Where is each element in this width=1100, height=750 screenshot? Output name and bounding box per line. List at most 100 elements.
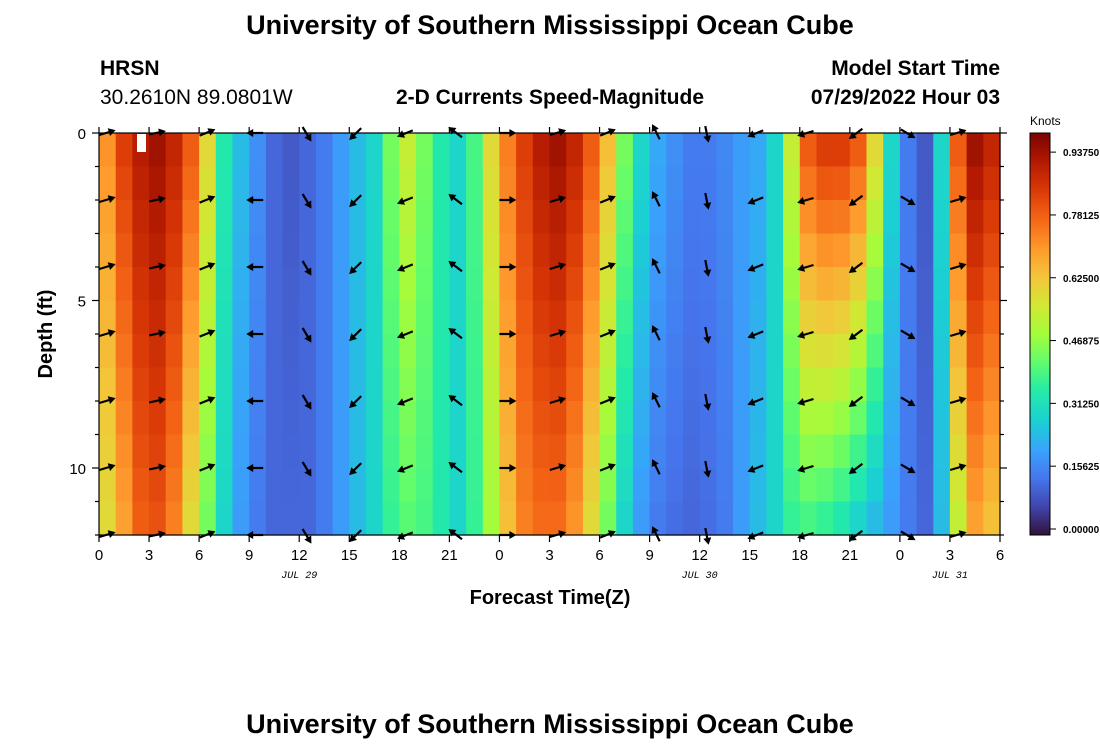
current-arrow <box>900 195 916 206</box>
heatmap-cell <box>149 468 167 503</box>
heatmap-cell <box>466 334 484 369</box>
heatmap-cell <box>215 133 234 168</box>
heatmap-cell <box>983 233 1001 268</box>
heatmap-cell <box>933 300 951 335</box>
marker-white-rect <box>137 134 146 152</box>
heatmap-cell <box>683 200 701 235</box>
heatmap-cell <box>599 133 617 168</box>
current-arrow <box>599 262 616 271</box>
arrow-head <box>848 466 857 474</box>
heatmap-cell <box>532 200 551 235</box>
arrow-head <box>797 331 806 339</box>
heatmap-cell <box>683 367 701 402</box>
heatmap-cell <box>933 267 951 302</box>
heatmap-cell <box>783 166 801 201</box>
heatmap-cell <box>749 468 767 503</box>
heatmap-cell <box>683 468 701 503</box>
heatmap-cell <box>265 166 284 201</box>
heatmap-cell <box>683 401 701 436</box>
heatmap-cell <box>115 133 133 168</box>
heatmap-cell <box>532 267 551 302</box>
heatmap-cell <box>482 367 501 402</box>
arrow-head <box>907 265 916 273</box>
heatmap-cell <box>649 233 667 268</box>
heatmap-cell <box>616 133 634 168</box>
arrow-head <box>607 530 616 538</box>
heatmap-cell <box>733 367 751 402</box>
heatmap-cell <box>566 233 584 268</box>
arrow-head <box>607 195 616 203</box>
heatmap-cell <box>132 401 150 436</box>
arrow-head <box>848 198 857 206</box>
arrow-head <box>958 396 967 404</box>
heatmap-cell <box>199 501 217 536</box>
heatmap-cell <box>683 233 701 268</box>
heatmap-cell <box>733 200 751 235</box>
arrow-head <box>558 463 567 471</box>
heatmap-cell <box>866 501 884 536</box>
arrow-head <box>703 202 712 210</box>
heatmap-cell <box>666 300 684 335</box>
heatmap-cell <box>733 334 751 369</box>
heatmap-cell <box>299 267 317 302</box>
heatmap-cell <box>282 133 300 168</box>
heatmap-cell <box>933 367 951 402</box>
heatmap-cell <box>599 434 617 469</box>
heatmap-cell <box>649 267 667 302</box>
heatmap-cell <box>499 367 517 402</box>
arrow-head <box>207 195 216 203</box>
heatmap-cell <box>149 334 167 369</box>
heatmap-cell <box>182 334 200 369</box>
heatmap-cell <box>432 501 450 536</box>
heatmap-cell <box>966 334 984 369</box>
heatmap-cell <box>899 166 918 201</box>
heatmap-cell <box>582 300 601 335</box>
heatmap-cell <box>866 267 884 302</box>
arrow-head <box>246 464 254 472</box>
heatmap-cell <box>783 200 801 235</box>
heatmap-cell <box>916 367 934 402</box>
heatmap-cell <box>399 434 417 469</box>
arrow-head <box>448 462 457 470</box>
heatmap-cell <box>382 233 400 268</box>
heatmap-cell <box>849 133 868 168</box>
arrow-head <box>747 197 756 205</box>
heatmap-cell <box>749 300 767 335</box>
arrow-head <box>107 195 116 203</box>
arrow-head <box>304 334 312 343</box>
current-arrow <box>448 328 463 340</box>
heatmap-cell <box>482 401 501 436</box>
heatmap-cell <box>182 200 200 235</box>
heatmap-cell <box>349 166 367 201</box>
y-axis-ticks: 0 5 10 <box>69 126 1007 536</box>
heatmap-cell <box>916 501 934 536</box>
current-arrow <box>98 262 116 271</box>
heatmap-cell <box>716 233 734 268</box>
heatmap-cell <box>399 367 417 402</box>
heatmap-cell <box>699 133 717 168</box>
arrow-head <box>848 265 857 273</box>
heatmap-cell <box>382 367 400 402</box>
arrow-head <box>797 130 806 138</box>
heatmap-cell <box>949 468 968 503</box>
model-start-label: Model Start Time <box>831 57 1000 80</box>
heatmap-cell <box>432 300 450 335</box>
current-arrow <box>246 397 264 405</box>
heatmap-cell <box>599 233 617 268</box>
heatmap-cell <box>632 267 651 302</box>
current-arrow <box>703 393 712 411</box>
heatmap-cell <box>616 367 634 402</box>
arrow-head <box>703 135 712 143</box>
current-arrow <box>549 463 567 472</box>
arrow-head <box>651 459 659 468</box>
heatmap-cell <box>199 434 217 469</box>
plot-title: 2-D Currents Speed-Magnitude <box>395 86 705 109</box>
arrow-head <box>703 336 712 344</box>
heatmap-cell <box>265 401 284 436</box>
heatmap-cell <box>833 166 851 201</box>
heatmap-cell <box>683 300 701 335</box>
heatmap-cell <box>799 166 818 201</box>
arrow-head <box>397 465 405 473</box>
heatmap-cell <box>299 367 317 402</box>
heatmap-cell <box>382 166 400 201</box>
